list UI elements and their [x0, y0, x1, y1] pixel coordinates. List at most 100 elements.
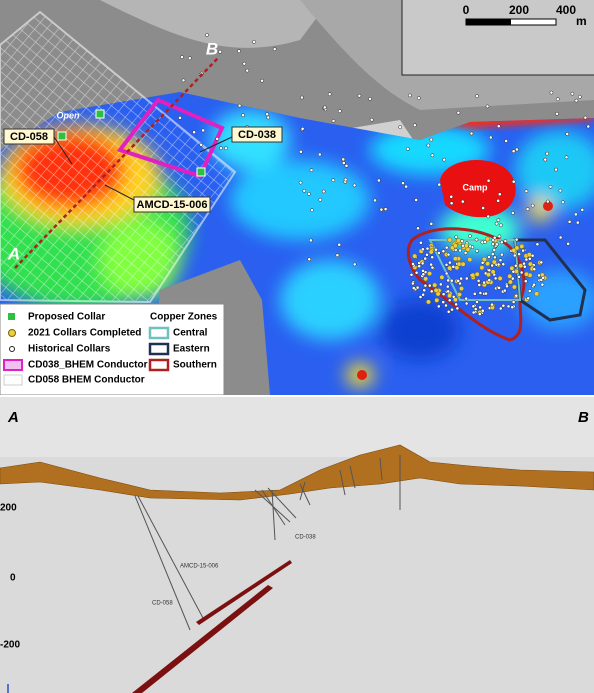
- completed-collar: [526, 252, 532, 258]
- completed-collar: [452, 297, 458, 303]
- historical-collar: [377, 178, 381, 183]
- historical-collar: [352, 262, 357, 267]
- historical-collar: [300, 126, 305, 131]
- historical-collar: [421, 269, 425, 273]
- completed-collar: [484, 236, 490, 242]
- collars: [178, 33, 591, 316]
- historical-collar: [493, 276, 498, 281]
- historical-collar: [414, 270, 419, 275]
- historical-collar: [475, 94, 479, 98]
- historical-collar: [215, 137, 220, 141]
- historical-collar: [543, 157, 548, 162]
- conductor-section: [132, 585, 273, 693]
- historical-collar: [383, 207, 388, 211]
- historical-collar: [398, 125, 403, 129]
- elevation-label: 0: [10, 573, 16, 584]
- historical-collar: [411, 262, 415, 266]
- leader: [199, 136, 233, 153]
- legend-symbol: [8, 329, 16, 337]
- historical-collar: [580, 208, 585, 212]
- historical-collar: [477, 312, 482, 316]
- historical-collar: [178, 116, 182, 120]
- legend-symbol: [3, 374, 23, 386]
- historical-collar: [219, 146, 223, 151]
- historical-collar: [460, 199, 465, 204]
- historical-collar: [511, 300, 516, 304]
- historical-collar: [477, 283, 482, 287]
- historical-collar: [344, 163, 349, 168]
- historical-collar: [504, 139, 508, 143]
- historical-collar: [519, 270, 524, 275]
- historical-collar: [437, 251, 441, 255]
- map-panel: Camp A B Open CD-058 CD-038 AMCD-15-006 …: [0, 0, 594, 395]
- historical-collar: [423, 283, 428, 288]
- historical-collar: [444, 245, 449, 250]
- historical-collar: [491, 242, 495, 246]
- historical-collar: [464, 276, 469, 281]
- historical-collar: [242, 61, 247, 66]
- historical-collar: [318, 197, 323, 202]
- historical-collar: [307, 257, 312, 262]
- historical-collar: [331, 178, 336, 183]
- historical-collar: [549, 90, 554, 95]
- legend-symbol: [148, 342, 170, 356]
- completed-collar: [507, 273, 513, 279]
- hole-label: AMCD-15-006: [180, 564, 219, 570]
- historical-collar: [310, 208, 314, 213]
- completed-collar: [452, 256, 458, 262]
- elevation-label: -200: [0, 640, 20, 651]
- legend-symbol: [3, 359, 23, 371]
- historical-collar: [523, 279, 528, 284]
- completed-collar: [481, 256, 487, 262]
- historical-collar: [408, 93, 412, 98]
- historical-collar: [405, 146, 410, 151]
- historical-collar: [429, 289, 434, 294]
- historical-collar: [530, 203, 535, 208]
- historical-collar: [514, 237, 519, 242]
- historical-collar: [299, 149, 303, 154]
- completed-collar: [456, 238, 462, 244]
- completed-collar: [470, 272, 476, 278]
- historical-collar: [422, 288, 427, 293]
- historical-collar: [458, 281, 462, 286]
- historical-collar: [460, 239, 464, 243]
- historical-collar: [501, 303, 506, 308]
- completed-collar: [433, 287, 439, 293]
- historical-collar: [472, 292, 477, 296]
- sky: [0, 397, 594, 457]
- historical-collar: [449, 278, 454, 283]
- historical-collar: [417, 264, 422, 269]
- historical-collar: [454, 302, 458, 307]
- historical-collar: [307, 192, 311, 196]
- historical-collar: [192, 130, 196, 135]
- historical-collar: [522, 264, 527, 269]
- historical-collar: [480, 260, 485, 265]
- scale-unit: m: [576, 14, 587, 28]
- historical-collar: [574, 212, 578, 217]
- historical-collar: [442, 157, 447, 162]
- historical-collar: [180, 55, 184, 59]
- completed-collar: [439, 274, 445, 280]
- historical-collar: [368, 97, 372, 101]
- completed-collar: [497, 275, 503, 281]
- historical-collar: [495, 242, 499, 247]
- historical-collar: [525, 207, 530, 211]
- historical-collar: [205, 33, 209, 37]
- leader: [53, 136, 73, 165]
- scale-bar: [466, 19, 511, 25]
- completed-collar: [490, 269, 496, 275]
- historical-collar: [486, 178, 491, 183]
- historical-collar: [522, 261, 526, 266]
- historical-collar: [411, 286, 416, 290]
- elevation-label: 200: [0, 503, 17, 514]
- historical-collar: [497, 286, 501, 290]
- historical-collar: [341, 157, 346, 162]
- historical-collar: [449, 201, 454, 206]
- callout: [231, 126, 283, 143]
- scale-label: 200: [509, 3, 529, 17]
- historical-collar: [455, 306, 460, 311]
- historical-collar: [265, 112, 269, 117]
- historical-collar: [497, 234, 502, 239]
- historical-collar: [430, 265, 435, 270]
- completed-collar: [434, 297, 440, 303]
